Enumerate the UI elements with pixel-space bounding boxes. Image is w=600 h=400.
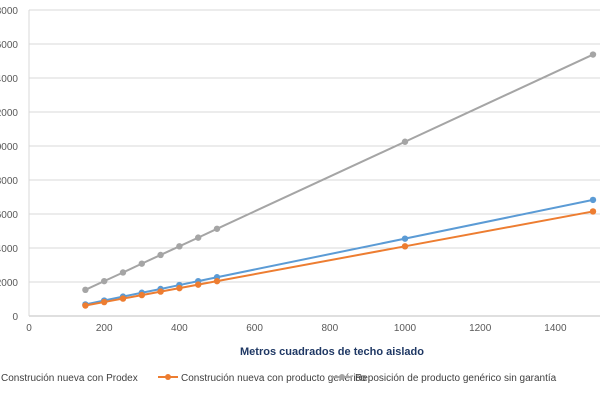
data-point [176, 284, 183, 292]
data-point [138, 291, 145, 299]
data-point [101, 277, 108, 285]
data-point [213, 277, 221, 285]
x-tick-label: 1400 [544, 323, 567, 334]
y-tick-label: 12000 [0, 108, 18, 119]
y-tick-label: 8000 [0, 176, 18, 187]
y-tick-label: 10000 [0, 142, 18, 153]
legend-marker-dot [165, 374, 171, 380]
x-tick-label: 0 [26, 323, 32, 334]
data-point [195, 281, 202, 288]
y-tick-label: 16000 [0, 40, 18, 51]
data-point [157, 251, 164, 259]
y-tick-label: 4000 [0, 244, 18, 255]
legend-label: Construción nueva con Prodex [1, 373, 138, 384]
data-point [82, 286, 89, 294]
y-tick-label: 6000 [0, 210, 18, 221]
data-point [589, 208, 597, 215]
series-line [85, 210, 594, 307]
data-point [82, 302, 89, 309]
legend-marker-dot [339, 374, 345, 380]
x-tick-label: 1000 [394, 323, 417, 334]
data-point [101, 298, 108, 306]
data-point [589, 196, 597, 204]
x-tick-label: 1200 [469, 323, 492, 334]
data-point [138, 260, 145, 267]
legend-label: Construción nueva con producto genérico [181, 373, 367, 384]
data-point [589, 51, 597, 58]
x-tick-label: 600 [246, 323, 263, 334]
y-tick-label: 18000 [0, 6, 18, 17]
data-point [119, 269, 127, 276]
data-point [195, 234, 202, 241]
y-tick-label: 2000 [0, 278, 18, 289]
y-tick-label: 14000 [0, 74, 18, 85]
x-tick-label: 400 [171, 323, 188, 334]
data-point [157, 288, 164, 295]
data-point [401, 243, 409, 250]
series-line [84, 53, 594, 291]
data-point [401, 235, 409, 242]
series-line [85, 198, 594, 306]
legend-label: Reposición de producto genérico sin gara… [355, 373, 557, 384]
data-point [401, 138, 409, 145]
data-point [176, 243, 183, 250]
data-point [213, 225, 221, 232]
x-axis-title: Metros cuadrados de techo aislado [240, 346, 424, 358]
x-tick-label: 800 [321, 323, 338, 334]
y-tick-label: 0 [12, 312, 18, 323]
x-tick-label: 200 [96, 323, 113, 334]
data-point [119, 295, 127, 302]
